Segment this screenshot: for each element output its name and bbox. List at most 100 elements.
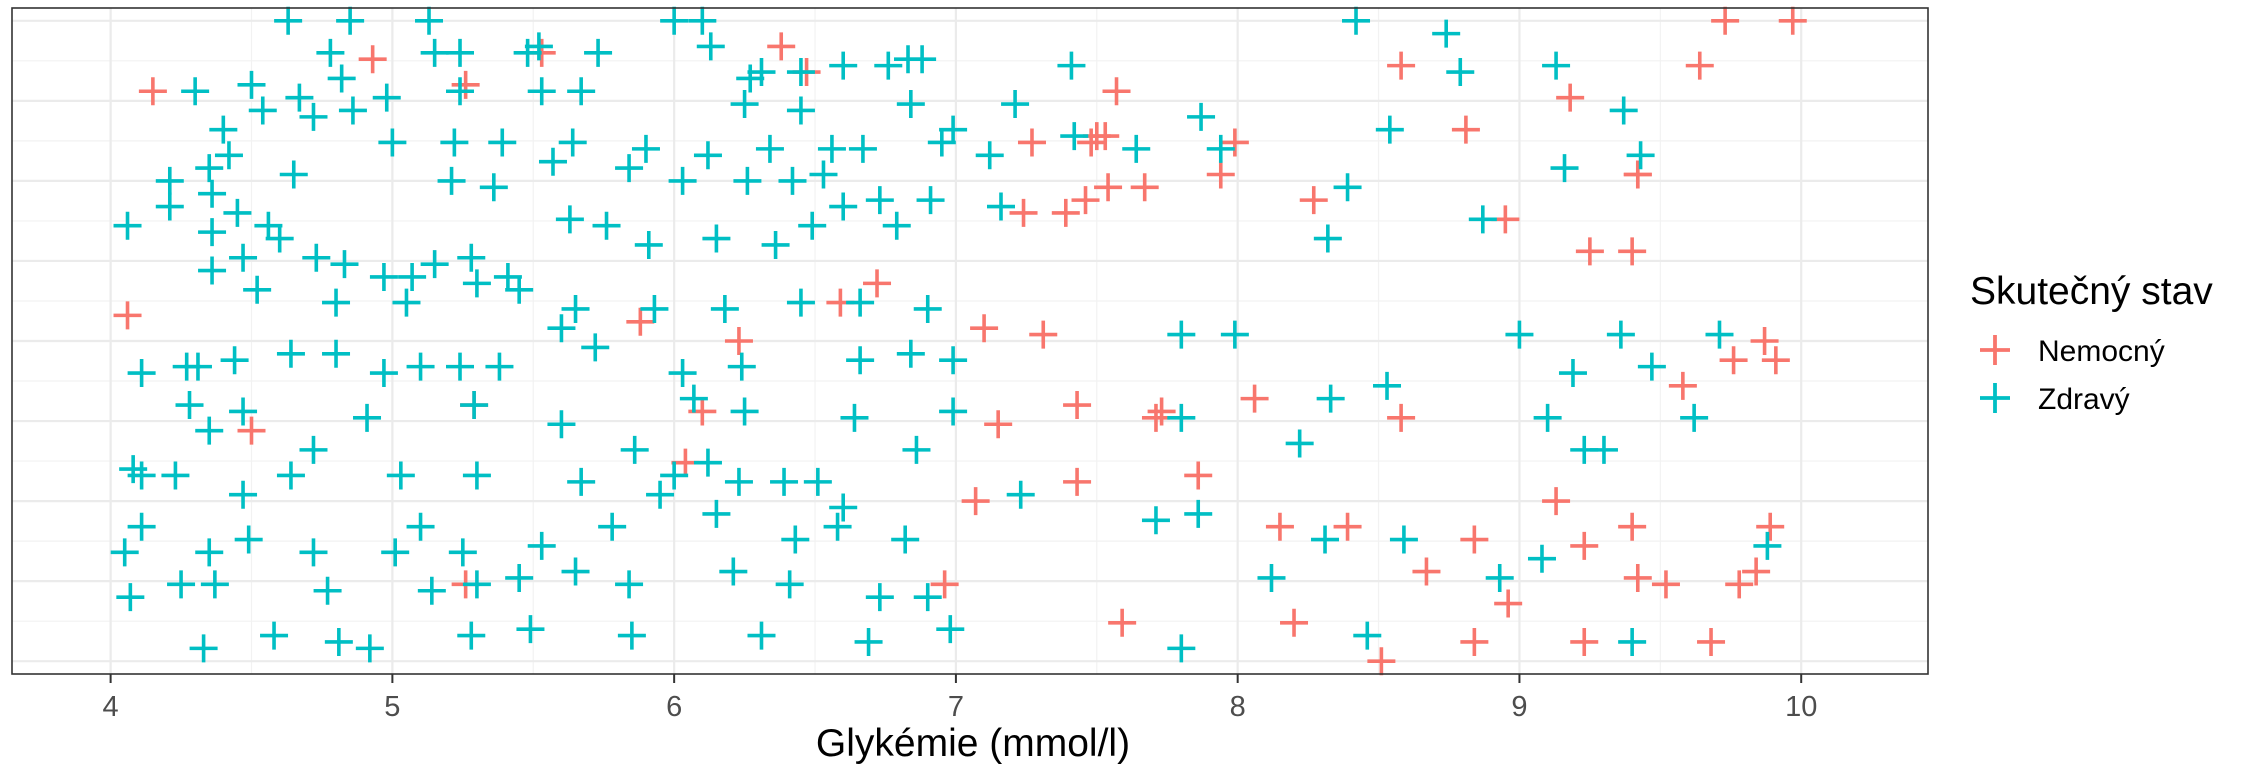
data-point bbox=[406, 352, 435, 381]
data-point bbox=[1353, 621, 1382, 650]
data-point bbox=[1570, 531, 1599, 560]
data-point bbox=[460, 391, 489, 420]
data-point bbox=[274, 6, 303, 35]
plot-panel bbox=[11, 6, 1929, 676]
data-point bbox=[1725, 570, 1754, 599]
data-point bbox=[1375, 115, 1404, 144]
data-point bbox=[198, 256, 227, 285]
legend-title: Skutečný stav bbox=[1970, 270, 2213, 313]
data-point bbox=[189, 634, 218, 663]
data-point bbox=[1367, 647, 1396, 676]
data-point bbox=[1342, 6, 1371, 35]
data-point bbox=[936, 615, 965, 644]
data-point bbox=[229, 480, 258, 509]
data-point bbox=[1387, 51, 1416, 80]
data-point bbox=[1468, 205, 1497, 234]
data-point bbox=[265, 224, 294, 253]
data-point bbox=[369, 359, 398, 388]
data-point bbox=[1122, 134, 1151, 163]
data-point bbox=[615, 570, 644, 599]
data-point bbox=[617, 621, 646, 650]
data-point bbox=[865, 186, 894, 215]
data-point bbox=[313, 576, 342, 605]
data-point bbox=[1527, 544, 1556, 573]
x-tick-label: 5 bbox=[384, 691, 400, 723]
data-point bbox=[195, 154, 224, 183]
data-point bbox=[1542, 487, 1571, 516]
data-point bbox=[485, 352, 514, 381]
data-point bbox=[846, 288, 875, 317]
data-point bbox=[336, 6, 365, 35]
data-point bbox=[727, 352, 756, 381]
data-point bbox=[1316, 384, 1345, 413]
data-point bbox=[688, 6, 717, 35]
data-point bbox=[724, 467, 753, 496]
legend-label: Nemocný bbox=[2038, 335, 2165, 368]
data-point bbox=[386, 461, 415, 490]
data-point bbox=[372, 83, 401, 112]
data-point bbox=[1184, 461, 1213, 490]
data-point bbox=[229, 397, 258, 426]
data-point bbox=[823, 512, 852, 541]
data-point bbox=[896, 339, 925, 368]
data-point bbox=[113, 301, 142, 330]
data-point bbox=[592, 211, 621, 240]
data-point bbox=[237, 416, 266, 445]
data-point bbox=[803, 467, 832, 496]
data-point bbox=[1761, 346, 1790, 375]
data-point bbox=[891, 525, 920, 554]
series-zdravý bbox=[110, 6, 1782, 663]
data-point bbox=[781, 525, 810, 554]
data-point bbox=[1102, 77, 1131, 106]
data-point bbox=[524, 32, 553, 61]
data-point bbox=[195, 538, 224, 567]
data-point bbox=[1077, 128, 1106, 157]
data-point bbox=[1071, 186, 1100, 215]
data-point bbox=[198, 218, 227, 247]
data-point bbox=[1311, 525, 1340, 554]
data-point bbox=[505, 563, 534, 592]
data-point bbox=[420, 38, 449, 67]
data-point bbox=[1333, 173, 1362, 202]
data-point bbox=[547, 410, 576, 439]
data-point bbox=[1057, 51, 1086, 80]
data-point bbox=[457, 243, 486, 272]
data-point bbox=[615, 154, 644, 183]
data-point bbox=[285, 83, 314, 112]
data-point bbox=[1147, 397, 1176, 426]
data-point bbox=[798, 211, 827, 240]
data-point bbox=[584, 38, 613, 67]
data-point bbox=[327, 64, 356, 93]
legend-key-zdravý bbox=[1980, 383, 2010, 413]
data-point bbox=[730, 397, 759, 426]
data-point bbox=[237, 70, 266, 99]
data-point bbox=[1333, 512, 1362, 541]
data-point bbox=[392, 288, 421, 317]
data-point bbox=[243, 275, 272, 304]
data-point bbox=[1257, 563, 1286, 592]
data-point bbox=[1141, 403, 1170, 432]
data-point bbox=[369, 262, 398, 291]
data-point bbox=[248, 96, 277, 125]
data-point bbox=[488, 128, 517, 157]
data-point bbox=[975, 141, 1004, 170]
data-point bbox=[167, 570, 196, 599]
data-point bbox=[927, 128, 956, 157]
data-point bbox=[775, 570, 804, 599]
data-point bbox=[939, 115, 968, 144]
data-point bbox=[1550, 154, 1579, 183]
data-point bbox=[127, 512, 156, 541]
data-point bbox=[702, 499, 731, 528]
data-point bbox=[110, 538, 139, 567]
data-point bbox=[420, 250, 449, 279]
data-point bbox=[555, 205, 584, 234]
data-point bbox=[778, 166, 807, 195]
data-point bbox=[1240, 384, 1269, 413]
data-point bbox=[874, 51, 903, 80]
data-point bbox=[761, 230, 790, 259]
data-point bbox=[1451, 115, 1480, 144]
series-nemocný bbox=[113, 6, 1807, 676]
data-point bbox=[696, 32, 725, 61]
data-point bbox=[567, 467, 596, 496]
data-point bbox=[1187, 102, 1216, 131]
